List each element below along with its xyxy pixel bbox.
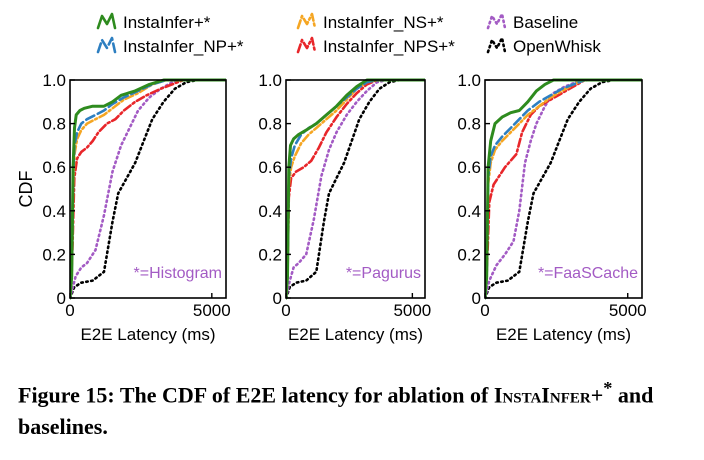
y-tick-label: 1.0 bbox=[457, 71, 481, 90]
x-tick-label: 0 bbox=[65, 301, 74, 320]
series-line bbox=[286, 78, 425, 300]
legend-symbol bbox=[96, 12, 117, 30]
y-tick-label: 0.8 bbox=[42, 115, 66, 134]
plot-frame bbox=[484, 79, 643, 299]
y-tick-label: 0.6 bbox=[42, 158, 66, 177]
y-tick-label: 0.6 bbox=[258, 158, 282, 177]
y-tick-label: 0.2 bbox=[258, 245, 282, 264]
y-tick-label: 0.8 bbox=[457, 115, 481, 134]
y-tick-label: 1.0 bbox=[42, 71, 66, 90]
caption-system-name: InstaInfer bbox=[493, 382, 591, 408]
panel-annotation: *=FaaSCache bbox=[538, 265, 638, 282]
chart-panel: 0 0.2 0.4 0.6 0.8 1.0 0 5000 E2E Latency (ms) CDF… bbox=[16, 71, 231, 344]
series-line bbox=[485, 78, 642, 300]
y-axis-label: CDF bbox=[16, 171, 36, 208]
chart-panel: 0 0.2 0.4 0.6 0.8 1.0 0 5000 E2E Latency (ms) *=F… bbox=[457, 71, 646, 344]
y-tick-label: 0.2 bbox=[457, 245, 481, 264]
legend-entry: InstaInfer_NS+* bbox=[296, 12, 444, 32]
legend-entry: Baseline bbox=[486, 12, 578, 32]
legend-label: InstaInfer_NP+* bbox=[123, 37, 244, 56]
legend-symbol bbox=[296, 12, 317, 30]
y-tick-label: 0.8 bbox=[258, 115, 282, 134]
legend-label: InstaInfer_NPS+* bbox=[323, 37, 455, 56]
legend-entry: InstaInfer_NP+* bbox=[96, 36, 244, 56]
y-tick-label: 0.4 bbox=[42, 202, 66, 221]
legend-symbol bbox=[486, 12, 507, 30]
plot-frame bbox=[69, 79, 227, 299]
y-tick-label: 0.6 bbox=[457, 158, 481, 177]
series-line bbox=[286, 78, 425, 300]
legend: InstaInfer+* InstaInfer_NS+* Baseline Insta… bbox=[96, 12, 601, 56]
y-tick-label: 0.4 bbox=[258, 202, 282, 221]
caption-system-suffix: + bbox=[590, 382, 604, 408]
series-line bbox=[286, 78, 425, 300]
chart-panel: 0 0.2 0.4 0.6 0.8 1.0 0 5000 E2E Latency (ms) *=P… bbox=[258, 71, 431, 344]
figure: InstaInfer+* InstaInfer_NS+* Baseline Insta… bbox=[16, 12, 647, 344]
panel-annotation: *=Histogram bbox=[134, 265, 222, 282]
y-tick-label: 0.2 bbox=[42, 245, 66, 264]
y-tick-label: 0 bbox=[273, 289, 282, 308]
x-axis-label: E2E Latency (ms) bbox=[288, 325, 423, 344]
y-tick-label: 0 bbox=[472, 289, 481, 308]
figure-caption: Figure 15: The CDF of E2E latency for ab… bbox=[18, 372, 698, 443]
series-line bbox=[70, 78, 226, 300]
x-axis-label: E2E Latency (ms) bbox=[496, 325, 631, 344]
x-tick-label: 0 bbox=[480, 301, 489, 320]
series-group bbox=[485, 78, 642, 300]
series-line bbox=[485, 78, 642, 300]
panels: 0 0.2 0.4 0.6 0.8 1.0 0 5000 E2E Latency (ms) CDF… bbox=[16, 71, 647, 344]
legend-label: Baseline bbox=[513, 13, 578, 32]
y-tick-label: 1.0 bbox=[258, 71, 282, 90]
series-group bbox=[286, 78, 425, 300]
legend-symbol bbox=[486, 36, 507, 54]
legend-label: InstaInfer_NS+* bbox=[323, 13, 444, 32]
caption-suffix: and baselines. bbox=[18, 382, 654, 440]
series-line bbox=[70, 78, 226, 300]
legend-symbol bbox=[296, 36, 317, 54]
series-line bbox=[70, 78, 226, 300]
x-tick-label: 5000 bbox=[609, 301, 647, 320]
series-line bbox=[70, 78, 226, 300]
caption-prefix: Figure 15: The CDF of E2E latency for ab… bbox=[18, 382, 494, 408]
legend-entry: InstaInfer_NPS+* bbox=[296, 36, 455, 56]
y-tick-label: 0 bbox=[57, 289, 66, 308]
legend-label: OpenWhisk bbox=[513, 37, 601, 56]
legend-symbol bbox=[96, 36, 117, 54]
legend-entry: OpenWhisk bbox=[486, 36, 601, 56]
x-tick-label: 5000 bbox=[393, 301, 431, 320]
plot-frame bbox=[285, 79, 426, 299]
panel-annotation: *=Pagurus bbox=[346, 265, 421, 282]
x-tick-label: 5000 bbox=[193, 301, 231, 320]
legend-entry: InstaInfer+* bbox=[96, 12, 211, 32]
series-group bbox=[70, 78, 226, 300]
x-axis-label: E2E Latency (ms) bbox=[80, 325, 215, 344]
x-tick-label: 0 bbox=[281, 301, 290, 320]
y-tick-label: 0.4 bbox=[457, 202, 481, 221]
caption-star: * bbox=[603, 378, 613, 398]
legend-label: InstaInfer+* bbox=[123, 13, 211, 32]
